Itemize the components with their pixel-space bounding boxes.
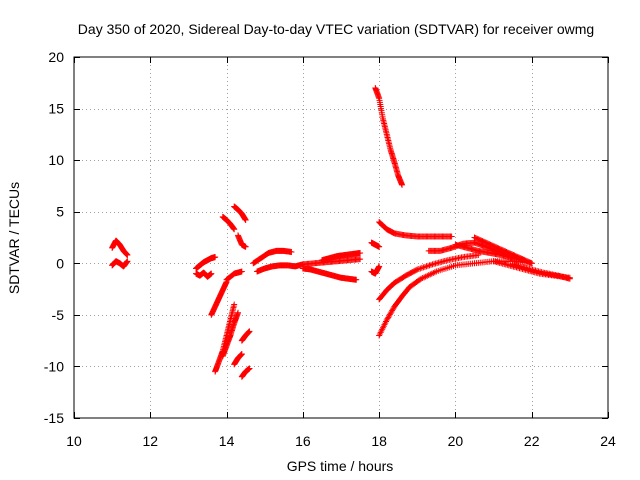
series-arc-11 <box>238 365 253 380</box>
series-arc-19 <box>368 239 383 250</box>
series-arc-9 <box>219 213 238 233</box>
x-tick-label: 14 <box>219 433 235 449</box>
data-point <box>353 276 360 283</box>
series-arc-18 <box>318 249 364 264</box>
data-point <box>231 226 238 233</box>
data-point <box>527 259 534 266</box>
data-point <box>124 252 131 259</box>
data-point <box>238 268 245 275</box>
x-tick-label: 20 <box>448 433 464 449</box>
x-tick-label: 16 <box>295 433 311 449</box>
data-point <box>242 216 249 223</box>
data-point <box>528 260 535 267</box>
plot-frame <box>73 56 609 419</box>
series-arc-4 <box>193 269 215 280</box>
chart-title: Day 350 of 2020, Sidereal Day-to-day VTE… <box>78 21 594 37</box>
data-point <box>428 261 435 268</box>
data-point <box>238 351 245 358</box>
data-point <box>421 263 428 270</box>
axis-ticks: 10 12 14 16 18 20 22 24 -15 -10 -5 0 5 10 15 20 <box>44 49 616 449</box>
data-point <box>426 262 433 269</box>
data-point <box>376 243 383 250</box>
series-arc-7 <box>219 309 242 360</box>
y-tick-label: 15 <box>48 101 64 117</box>
data-point <box>212 254 219 261</box>
data-point <box>231 301 238 308</box>
y-tick-label: 20 <box>48 49 64 65</box>
series-arc-27 <box>471 234 535 267</box>
data-point <box>242 243 249 250</box>
data-point <box>357 249 364 256</box>
data-point <box>357 256 364 263</box>
y-axis-label: SDTVAR / TECUs <box>6 182 22 294</box>
data-point <box>418 264 425 271</box>
y-tick-label: -15 <box>44 410 64 426</box>
data-point <box>566 275 573 282</box>
series-arc-16 <box>250 247 295 267</box>
data-point <box>423 263 430 270</box>
x-tick-label: 22 <box>524 433 540 449</box>
data-point <box>235 309 242 316</box>
y-tick-label: 10 <box>48 152 64 168</box>
data-point <box>376 263 383 270</box>
data-points <box>109 84 573 380</box>
series-arc-29 <box>509 261 573 282</box>
series-arc-23 <box>376 258 535 339</box>
x-axis-label: GPS time / hours <box>287 458 394 474</box>
series-arc-8 <box>231 351 245 368</box>
y-tick-label: -10 <box>44 358 64 374</box>
series-arc-14 <box>223 268 245 283</box>
series-arc-22 <box>376 219 455 240</box>
y-tick-label: 0 <box>56 255 64 271</box>
x-tick-label: 18 <box>371 433 387 449</box>
data-point <box>246 365 253 372</box>
series-arc-24 <box>376 252 482 303</box>
series-arc-21 <box>372 84 406 188</box>
data-point <box>246 328 253 335</box>
series-arc-12 <box>238 328 253 344</box>
y-tick-label: -5 <box>52 307 65 323</box>
x-tick-label: 24 <box>600 433 616 449</box>
series-arc-10 <box>231 203 249 223</box>
data-point <box>399 181 406 188</box>
grid <box>74 57 608 418</box>
series-arc-3 <box>193 254 219 272</box>
x-tick-label: 10 <box>66 433 82 449</box>
data-point <box>448 233 455 240</box>
series-arc-2 <box>109 258 131 270</box>
series-arc-1 <box>109 237 131 259</box>
data-point <box>288 248 295 255</box>
series-arc-6 <box>208 278 230 318</box>
data-point <box>208 270 215 277</box>
series-arc-20 <box>368 263 383 277</box>
series-arc-17 <box>299 265 360 283</box>
series-arc-13 <box>235 232 249 250</box>
data-point <box>413 267 420 274</box>
x-tick-label: 12 <box>142 433 158 449</box>
data-point <box>420 264 427 271</box>
y-tick-label: 5 <box>56 204 64 220</box>
data-point <box>124 258 131 265</box>
